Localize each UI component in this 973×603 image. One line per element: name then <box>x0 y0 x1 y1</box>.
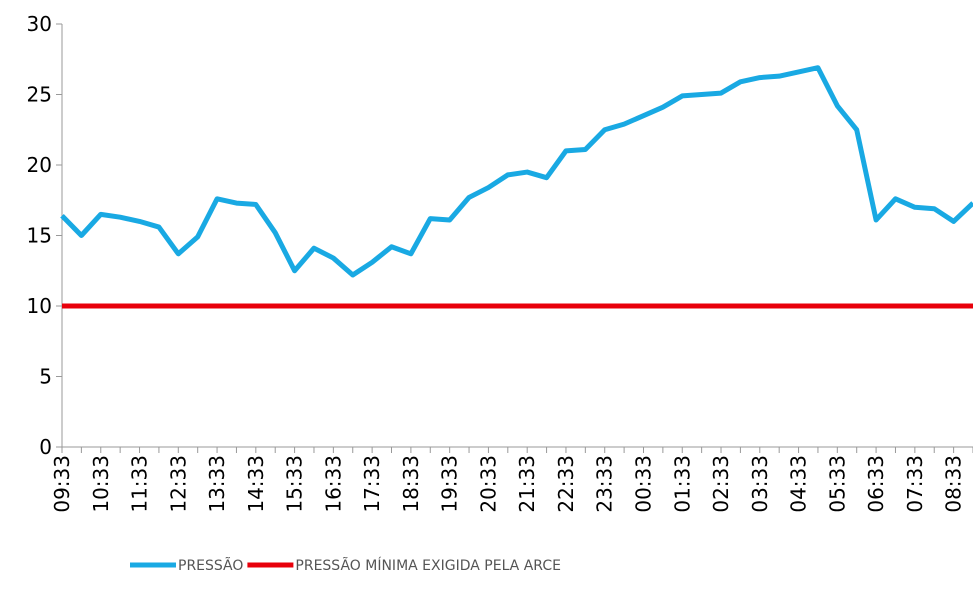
x-tick-label: 09:33 <box>50 455 74 513</box>
x-tick-label: 21:33 <box>515 455 539 513</box>
series-line <box>60 65 973 278</box>
x-tick-label: 13:33 <box>205 455 229 513</box>
x-tick-label: 19:33 <box>438 455 462 513</box>
x-tick-label: 17:33 <box>360 455 384 513</box>
x-tick-label: 02:33 <box>709 455 733 513</box>
x-tick-label: 08:33 <box>942 455 966 513</box>
x-tick-label: 03:33 <box>748 455 772 513</box>
x-tick-label: 01:33 <box>670 455 694 513</box>
x-tick-label: 00:33 <box>631 455 655 513</box>
legend-label: PRESSÃO MÍNIMA EXIGIDA PELA ARCE <box>295 557 561 574</box>
x-tick-label: 22:33 <box>554 455 578 513</box>
x-tick-label: 12:33 <box>166 455 190 513</box>
x-tick-label: 10:33 <box>89 455 113 513</box>
x-tick-label: 15:33 <box>283 455 307 513</box>
x-tick-label: 23:33 <box>593 455 617 513</box>
y-tick-label: 0 <box>39 435 52 459</box>
x-tick-label: 14:33 <box>244 455 268 513</box>
x-tick-label: 04:33 <box>787 455 811 513</box>
y-tick-label: 20 <box>27 153 52 177</box>
y-tick-label: 25 <box>27 83 52 107</box>
x-tick-label: 05:33 <box>825 455 849 513</box>
y-tick-label: 5 <box>39 365 52 389</box>
x-tick-label: 06:33 <box>864 455 888 513</box>
x-tick-label: 20:33 <box>476 455 500 513</box>
legend-label: PRESSÃO <box>178 557 243 574</box>
x-tick-label: 11:33 <box>128 455 152 513</box>
x-tick-label: 18:33 <box>399 455 423 513</box>
y-tick-label: 10 <box>27 294 52 318</box>
y-tick-label: 30 <box>27 12 52 36</box>
y-tick-label: 15 <box>27 224 52 248</box>
x-tick-label: 16:33 <box>321 455 345 513</box>
x-tick-label: 07:33 <box>903 455 927 513</box>
